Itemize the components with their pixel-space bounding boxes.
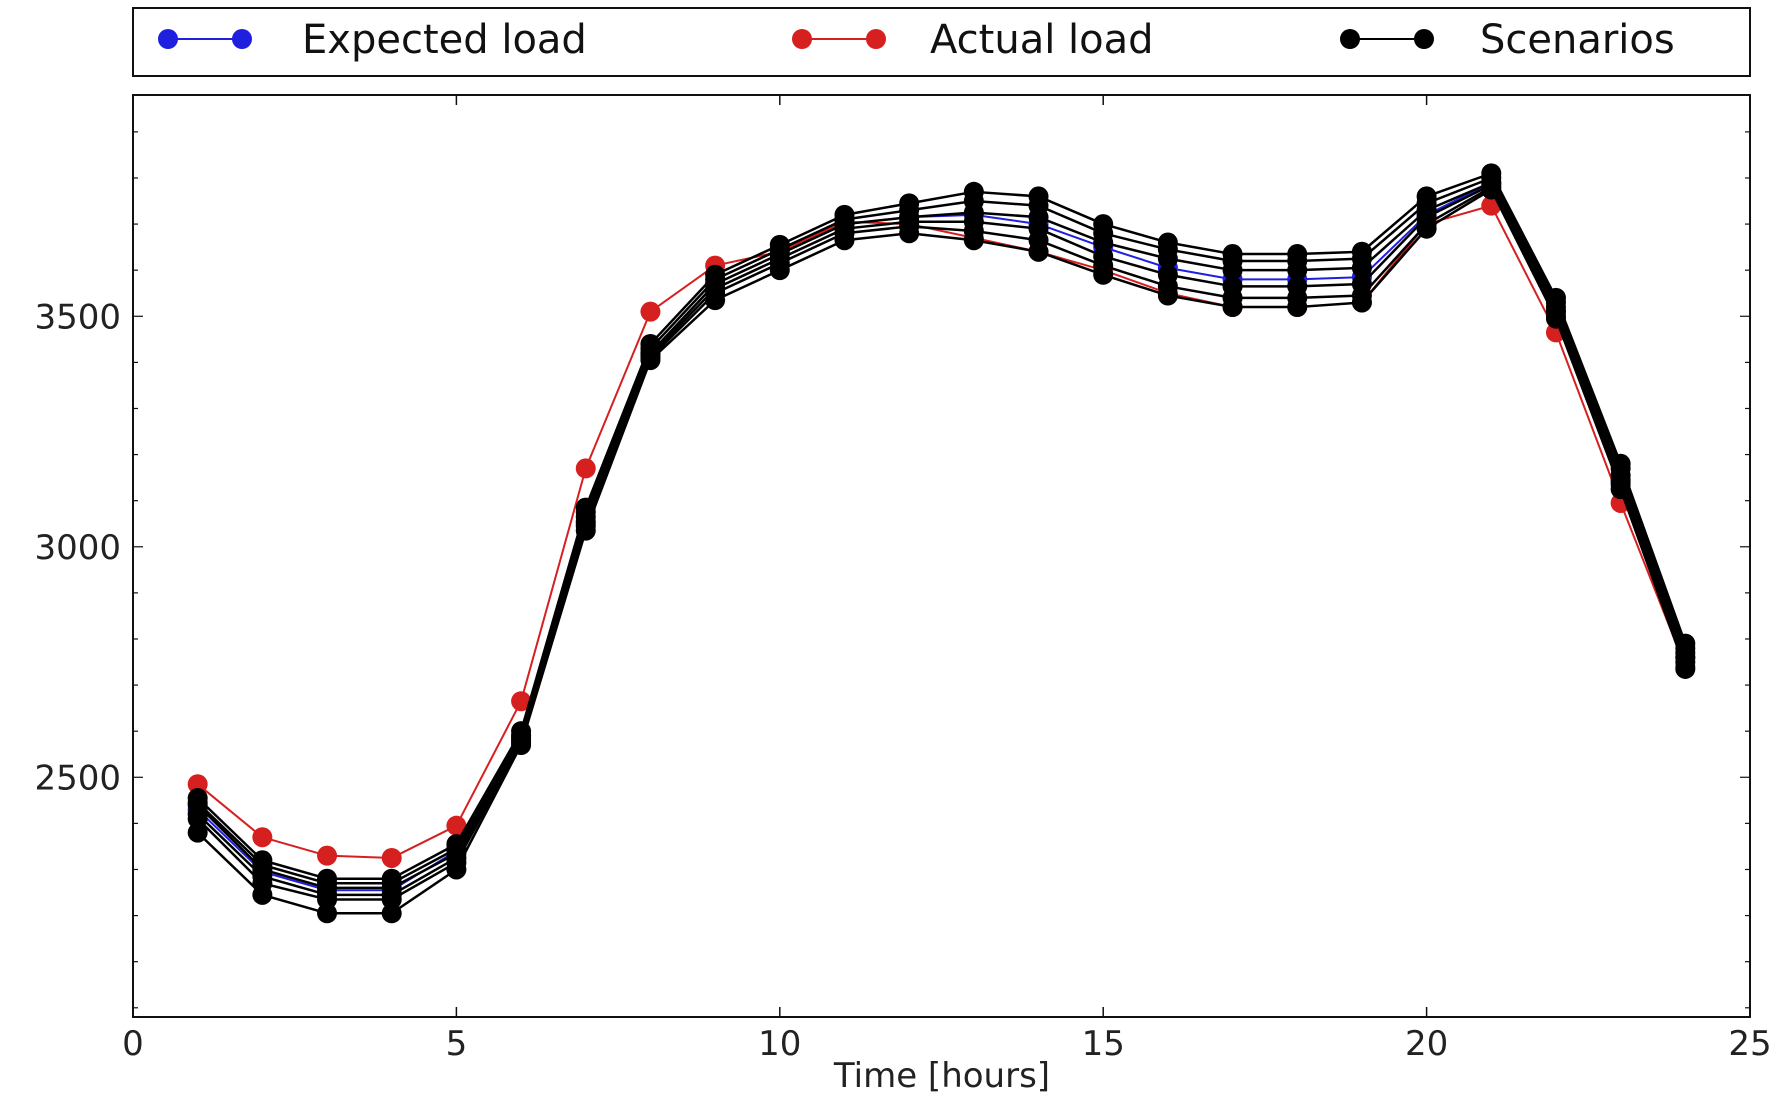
scenario-6-point xyxy=(1157,285,1178,306)
x-axis-title: Time [hours] xyxy=(833,1056,1050,1094)
actual-load-point xyxy=(317,845,338,866)
actual-load-point xyxy=(575,458,596,479)
scenario-6-point xyxy=(1351,292,1372,313)
legend-marker-expected xyxy=(158,29,178,49)
legend-marker-expected xyxy=(232,29,252,49)
scenario-3-point xyxy=(1287,260,1308,281)
scenario-3-point xyxy=(1222,260,1243,281)
y-tick-label: 2500 xyxy=(34,758,121,798)
scenario-5-point xyxy=(381,889,402,910)
scenario-3-point xyxy=(1093,232,1114,253)
y-tick-label: 3000 xyxy=(34,528,121,568)
scenario-3-point xyxy=(1157,248,1178,269)
x-tick-label: 25 xyxy=(1728,1024,1771,1064)
scenario-6-point xyxy=(769,260,790,281)
legend-frame xyxy=(132,7,1751,77)
actual-load-point xyxy=(446,815,467,836)
scenario-6-point xyxy=(1675,658,1696,679)
actual-load-point xyxy=(252,827,273,848)
legend-label-actual: Actual load xyxy=(930,17,1154,63)
scenario-4-line xyxy=(196,183,1687,897)
actual-load-point xyxy=(381,847,402,868)
legend-entry-expected: Expected load xyxy=(158,17,587,63)
plot-area xyxy=(187,163,1696,924)
scenario-5-line xyxy=(196,185,1687,901)
axis-ticks: 0 5 10 15 20 25 2500 3000 3500 xyxy=(34,95,1772,1064)
scenario-6-line xyxy=(196,188,1687,915)
x-tick-label: 10 xyxy=(758,1024,801,1064)
scenario-6-point xyxy=(899,223,920,244)
scenario-6-point xyxy=(1287,297,1308,318)
scenario-6-point xyxy=(381,903,402,924)
scenario-6-point xyxy=(640,350,661,371)
plot-frame xyxy=(132,94,1751,1018)
legend-label-scenarios: Scenarios xyxy=(1480,17,1675,63)
x-tick-label: 15 xyxy=(1082,1024,1125,1064)
scenario-6-point xyxy=(317,903,338,924)
scenario-1-line xyxy=(196,172,1687,880)
legend: Expected load Actual load Scenarios xyxy=(132,7,1751,77)
x-tick-label: 0 xyxy=(122,1024,144,1064)
legend-entry-scenarios: Scenarios xyxy=(1340,17,1675,63)
scenario-6-point xyxy=(575,520,596,541)
scenario-6-point xyxy=(446,859,467,880)
scenario-6-point xyxy=(963,230,984,251)
scenario-6-point xyxy=(1416,218,1437,239)
actual-load-point xyxy=(187,774,208,795)
scenario-6-point xyxy=(1545,308,1566,329)
actual-load-point xyxy=(511,691,532,712)
legend-label-expected: Expected load xyxy=(302,17,587,63)
scenario-6-point xyxy=(705,290,726,311)
scenario-6-point xyxy=(1481,179,1502,200)
scenario-6-point xyxy=(1093,264,1114,285)
actual-load-point xyxy=(640,301,661,322)
scenario-5-point xyxy=(317,889,338,910)
legend-marker-actual xyxy=(866,29,886,49)
y-tick-label: 3500 xyxy=(34,297,121,337)
scenario-6-point xyxy=(1222,297,1243,318)
scenario-6-point xyxy=(252,884,273,905)
scenario-3-line xyxy=(196,181,1687,890)
x-tick-label: 5 xyxy=(446,1024,468,1064)
x-tick-label: 20 xyxy=(1405,1024,1448,1064)
scenario-2-line xyxy=(196,176,1687,885)
scenario-3-point xyxy=(1351,257,1372,278)
legend-entry-actual: Actual load xyxy=(792,17,1154,63)
scenario-6-point xyxy=(1610,479,1631,500)
scenario-5-point xyxy=(187,808,208,829)
scenario-6-point xyxy=(187,822,208,843)
scenario-6-point xyxy=(511,735,532,756)
scenario-6-point xyxy=(1028,241,1049,262)
scenario-6-point xyxy=(834,230,855,251)
legend-marker-scenarios xyxy=(1340,29,1360,49)
legend-marker-scenarios xyxy=(1414,29,1434,49)
legend-marker-actual xyxy=(792,29,812,49)
